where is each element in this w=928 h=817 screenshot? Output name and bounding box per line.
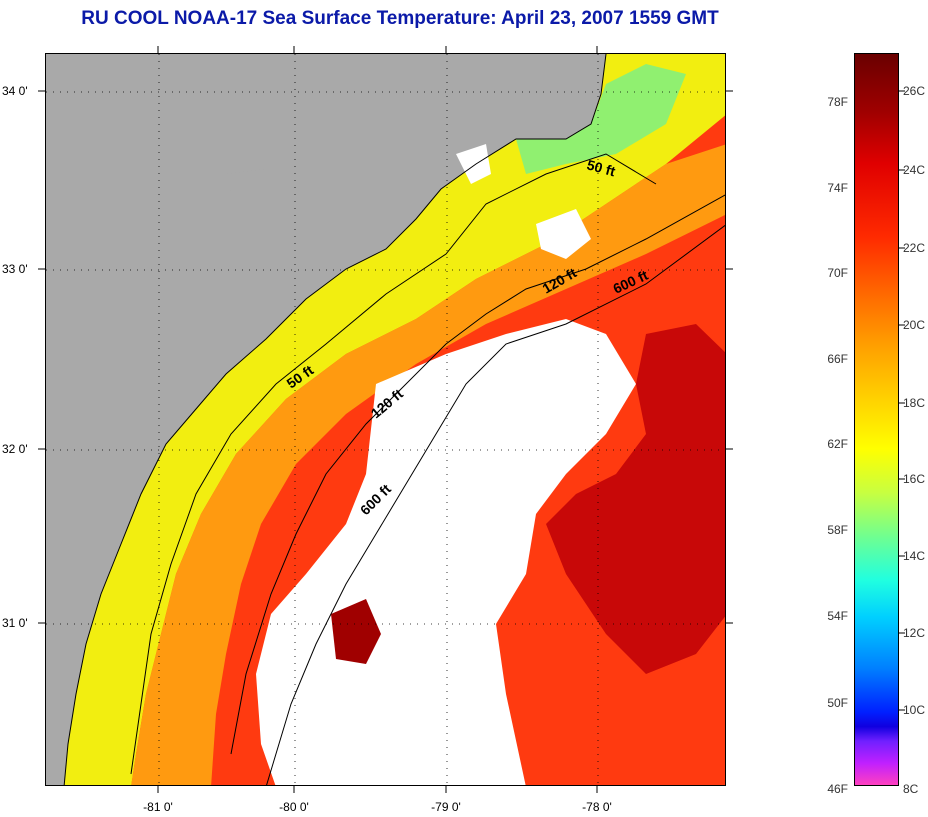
cool-water-patch [516, 64, 686, 174]
coastline [63, 54, 607, 785]
colorbar-f-label: 74F [827, 181, 848, 195]
isobath-600ft [266, 224, 725, 785]
cloud-cover [456, 144, 491, 184]
colorbar-c-label: 16C [903, 472, 926, 486]
land-area [226, 169, 271, 192]
isobath-50ft [130, 153, 657, 775]
sst-map-canvas: 50 ft 120 ft 600 ft 50 ft 120 ft 600 ft [46, 54, 725, 785]
cloud-cover [536, 209, 591, 259]
colorbar-c-label: 10C [903, 703, 926, 717]
colorbar-c-label: 22C [903, 241, 926, 255]
colorbar-f-label: 46F [827, 782, 848, 796]
lon-label-80: -80 0' [279, 800, 309, 814]
colorbar-f-label: 50F [827, 696, 848, 710]
colorbar-f-label: 66F [827, 352, 848, 366]
graticule [46, 54, 725, 785]
lon-label-78: -78 0' [582, 800, 612, 814]
colorbar-c-label: 14C [903, 549, 926, 563]
mid-shelf-band [131, 144, 725, 785]
colorbar-f-label: 58F [827, 523, 848, 537]
land-area [46, 54, 606, 785]
colorbar-c-label: 12C [903, 626, 926, 640]
colorbar-c-label: 18C [903, 396, 926, 410]
sst-map: 50 ft 120 ft 600 ft 50 ft 120 ft 600 ft [45, 53, 726, 786]
colorbar-f-label: 70F [827, 266, 848, 280]
colorbar-f-label: 54F [827, 609, 848, 623]
colorbar-f-label: 78F [827, 95, 848, 109]
lat-label-32: 32 0' [2, 442, 28, 456]
cloud-cover [256, 319, 636, 785]
isobath-120ft [230, 194, 725, 755]
colorbar-f-label: 62F [827, 437, 848, 451]
gulf-stream-core [546, 324, 725, 674]
colorbar-c-label: 26C [903, 84, 926, 98]
contour-label-50ft-north: 50 ft [585, 156, 617, 179]
lat-label-31: 31 0' [2, 616, 28, 630]
lat-label-34: 34 0' [2, 84, 28, 98]
lon-label-79: -79 0' [431, 800, 461, 814]
map-title: RU COOL NOAA-17 Sea Surface Temperature:… [81, 8, 719, 29]
lon-label-81: -81 0' [143, 800, 173, 814]
lat-label-33: 33 0' [2, 262, 28, 276]
warm-eddy [331, 599, 381, 664]
colorbar-c-label: 8C [903, 782, 919, 796]
colorbar-c-label: 20C [903, 318, 926, 332]
colorbar-c-label: 24C [903, 163, 926, 177]
temperature-colorbar [854, 53, 899, 786]
